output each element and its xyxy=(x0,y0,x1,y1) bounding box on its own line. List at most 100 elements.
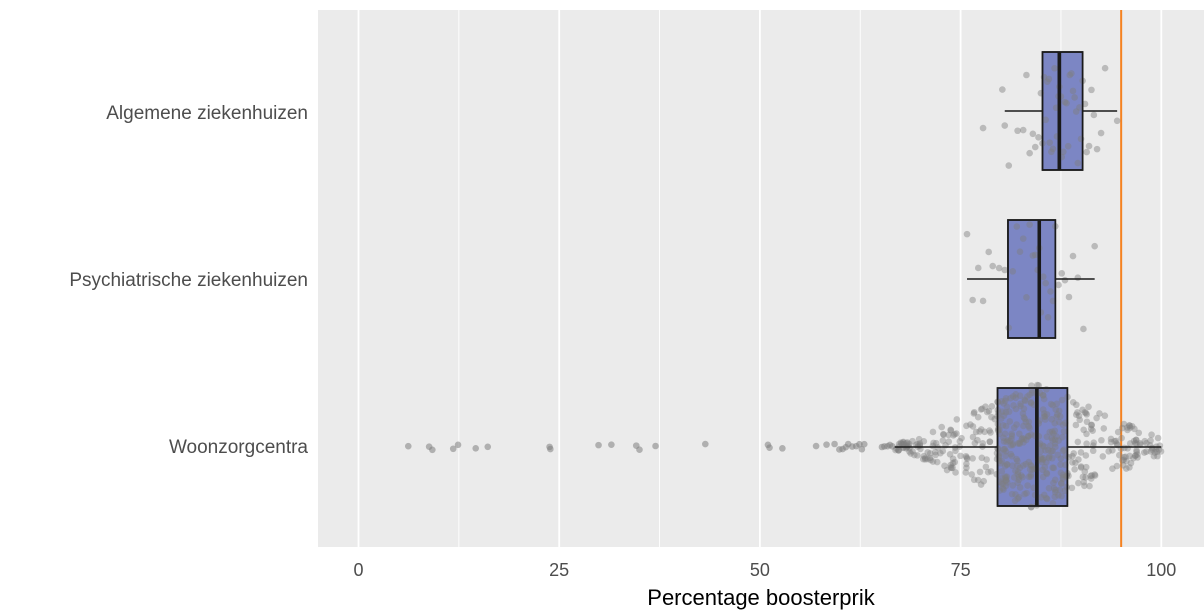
data-point xyxy=(1050,485,1058,492)
outlier-point xyxy=(702,440,709,448)
data-point xyxy=(1147,448,1155,455)
data-point xyxy=(1002,474,1009,482)
data-point xyxy=(979,124,987,132)
data-point xyxy=(1019,473,1026,481)
data-point xyxy=(1127,459,1135,467)
outlier-point xyxy=(856,440,863,448)
data-point xyxy=(951,430,958,438)
data-point xyxy=(1002,482,1010,490)
outlier-point xyxy=(860,440,868,448)
data-point xyxy=(1022,418,1030,426)
data-point xyxy=(1051,436,1059,444)
data-point xyxy=(920,438,928,445)
data-point xyxy=(974,476,982,484)
data-point xyxy=(1012,491,1019,498)
data-point xyxy=(1037,454,1045,461)
data-point xyxy=(1058,480,1065,487)
data-point xyxy=(1059,474,1067,481)
data-point xyxy=(1088,421,1095,429)
data-point xyxy=(1039,406,1047,413)
data-point xyxy=(1057,469,1065,477)
data-point xyxy=(950,431,957,439)
data-point xyxy=(1057,455,1065,462)
data-point xyxy=(1048,148,1055,156)
data-point xyxy=(1023,71,1030,79)
outlier-point xyxy=(449,445,457,453)
data-point xyxy=(969,296,976,304)
data-point xyxy=(914,440,922,448)
data-point xyxy=(1147,437,1154,444)
data-point xyxy=(1012,394,1020,402)
data-point xyxy=(1114,428,1122,436)
data-point xyxy=(956,438,964,445)
data-point xyxy=(1097,129,1105,137)
data-point xyxy=(988,413,995,421)
data-point xyxy=(978,454,986,462)
data-point xyxy=(1009,393,1017,400)
data-point xyxy=(949,459,957,467)
data-point xyxy=(1057,461,1064,468)
data-point xyxy=(1064,142,1072,150)
data-point xyxy=(1082,452,1090,459)
data-point xyxy=(1096,410,1103,417)
data-point xyxy=(1049,437,1056,444)
data-point xyxy=(1061,98,1069,106)
data-point xyxy=(1077,463,1085,470)
data-point xyxy=(938,423,946,431)
data-point xyxy=(1014,495,1022,502)
data-point xyxy=(988,402,996,410)
data-point xyxy=(1009,268,1017,275)
data-point xyxy=(1027,473,1035,480)
data-point xyxy=(900,440,908,448)
data-point xyxy=(1039,466,1047,474)
data-point xyxy=(911,451,918,459)
data-point xyxy=(969,423,977,430)
data-point xyxy=(1017,400,1024,408)
data-point xyxy=(1133,448,1140,456)
data-point xyxy=(1029,466,1036,473)
data-point xyxy=(1043,458,1050,466)
data-point xyxy=(1083,430,1090,438)
data-point xyxy=(1037,494,1045,501)
data-point xyxy=(1041,413,1049,420)
data-point xyxy=(1050,479,1057,487)
whiskers-group xyxy=(894,51,1162,507)
data-point xyxy=(939,437,947,444)
data-point xyxy=(1068,70,1075,77)
data-point xyxy=(1034,381,1041,389)
data-point xyxy=(1016,430,1023,438)
data-point xyxy=(1126,464,1133,471)
data-point xyxy=(1014,470,1022,478)
data-point xyxy=(1143,448,1150,455)
data-point xyxy=(953,430,960,437)
data-point xyxy=(1038,458,1046,466)
data-point xyxy=(1077,464,1085,471)
data-point xyxy=(1058,396,1066,404)
data-point xyxy=(1120,420,1128,428)
data-point xyxy=(1126,424,1134,431)
data-point xyxy=(1020,435,1028,443)
data-point xyxy=(1153,448,1161,456)
data-point xyxy=(1048,428,1056,435)
data-point xyxy=(1008,452,1016,460)
outlier-point xyxy=(429,446,436,454)
data-point xyxy=(1013,421,1020,428)
data-point xyxy=(969,455,976,462)
data-point xyxy=(1031,143,1039,151)
data-point xyxy=(1083,440,1090,448)
data-point xyxy=(1042,447,1049,454)
data-point xyxy=(1089,447,1097,455)
data-point xyxy=(1008,432,1016,440)
data-point xyxy=(987,468,995,475)
data-point xyxy=(976,468,984,476)
data-point xyxy=(1015,473,1023,481)
data-point xyxy=(974,413,982,421)
data-point xyxy=(1066,71,1074,79)
data-point xyxy=(937,449,944,457)
data-point xyxy=(1091,242,1098,250)
data-point xyxy=(1027,471,1035,478)
data-point xyxy=(1025,458,1033,466)
data-point xyxy=(1050,464,1058,472)
data-point xyxy=(1039,473,1047,481)
data-point xyxy=(1046,453,1053,460)
